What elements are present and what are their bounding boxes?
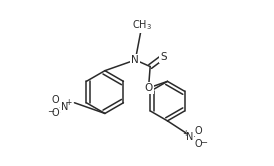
Text: S: S <box>160 52 167 62</box>
Text: O: O <box>52 95 59 105</box>
Text: −: − <box>200 138 207 147</box>
Text: O: O <box>195 139 202 149</box>
Text: O: O <box>52 108 59 119</box>
Text: N: N <box>61 102 68 112</box>
Text: N: N <box>186 132 193 142</box>
Text: +: + <box>182 129 189 138</box>
Text: CH$_3$: CH$_3$ <box>132 18 152 32</box>
Text: −: − <box>47 107 54 116</box>
Text: N: N <box>132 55 139 65</box>
Text: O: O <box>195 126 202 136</box>
Text: O: O <box>144 83 153 93</box>
Text: +: + <box>65 98 72 107</box>
